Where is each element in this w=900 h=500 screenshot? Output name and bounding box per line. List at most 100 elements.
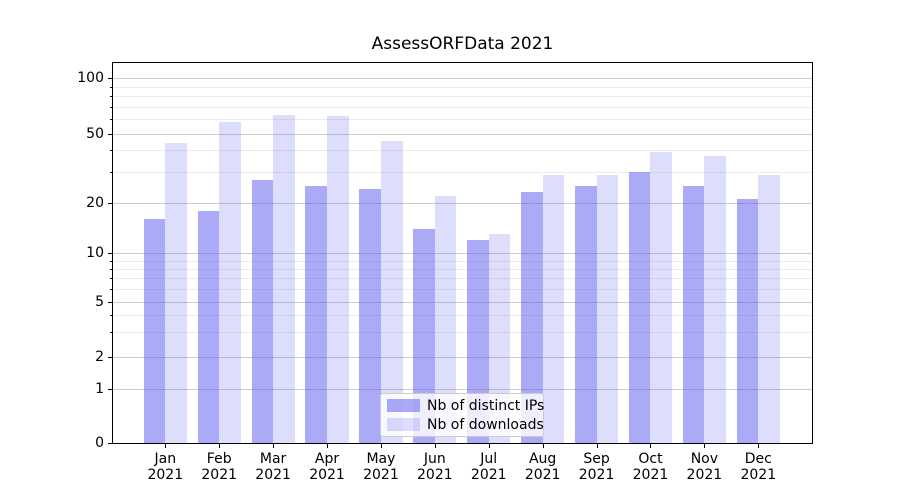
legend: Nb of distinct IPs Nb of downloads bbox=[380, 393, 544, 437]
y-minor-tick-mark bbox=[110, 172, 112, 174]
gridline-major bbox=[113, 253, 812, 255]
x-tick-mark bbox=[488, 444, 490, 448]
plot-area: Nb of distinct IPs Nb of downloads bbox=[112, 62, 813, 444]
bar-downloads bbox=[704, 156, 726, 443]
x-tick-label: Aug 2021 bbox=[524, 451, 561, 483]
gridline-minor bbox=[113, 260, 812, 262]
bar-downloads bbox=[165, 143, 187, 443]
y-minor-tick-mark bbox=[110, 288, 112, 290]
bar-distinct-ips bbox=[574, 186, 597, 443]
x-tick-mark bbox=[327, 444, 329, 448]
y-tick-mark bbox=[108, 78, 112, 80]
gridline-minor bbox=[113, 86, 812, 88]
gridline-major bbox=[113, 78, 812, 80]
y-minor-tick-mark bbox=[110, 106, 112, 108]
bar-downloads bbox=[327, 116, 349, 443]
gridline-minor bbox=[113, 172, 812, 174]
y-tick-label: 0 bbox=[95, 434, 104, 451]
legend-label-downloads: Nb of downloads bbox=[427, 416, 544, 433]
y-minor-tick-mark bbox=[110, 96, 112, 98]
y-tick-mark bbox=[108, 253, 112, 255]
y-tick-mark bbox=[108, 389, 112, 391]
gridline-major bbox=[113, 356, 812, 358]
y-minor-tick-mark bbox=[110, 118, 112, 120]
x-tick-label: Jan 2021 bbox=[147, 451, 184, 483]
bar-downloads bbox=[273, 115, 295, 443]
x-tick-label: May 2021 bbox=[363, 451, 399, 483]
y-tick-mark bbox=[108, 442, 112, 444]
x-tick-mark bbox=[219, 444, 221, 448]
y-tick-label: 10 bbox=[86, 245, 104, 262]
y-tick-label: 100 bbox=[77, 70, 104, 87]
gridline-major bbox=[113, 389, 812, 391]
y-tick-label: 20 bbox=[86, 195, 104, 211]
x-tick-mark bbox=[542, 444, 544, 448]
bar-distinct-ips bbox=[143, 219, 166, 443]
y-tick-label: 2 bbox=[95, 348, 104, 365]
x-tick-mark bbox=[650, 444, 652, 448]
x-tick-label: Sep 2021 bbox=[578, 451, 615, 483]
x-tick-mark bbox=[165, 444, 167, 448]
bar-downloads bbox=[434, 195, 457, 443]
gridline-minor bbox=[113, 332, 812, 334]
legend-swatch-distinct-ips-icon bbox=[387, 399, 420, 412]
x-tick-label: Dec 2021 bbox=[740, 451, 777, 483]
gridline-major bbox=[113, 203, 812, 204]
y-tick-label: 5 bbox=[95, 293, 104, 310]
x-tick-label: Feb 2021 bbox=[201, 451, 238, 483]
y-tick-label: 50 bbox=[86, 125, 104, 142]
bar-downloads bbox=[542, 174, 565, 443]
bar-downloads bbox=[650, 152, 673, 443]
y-minor-tick-mark bbox=[110, 268, 112, 270]
gridline-minor bbox=[113, 288, 812, 290]
bar-distinct-ips bbox=[305, 186, 328, 443]
y-tick-mark bbox=[108, 301, 112, 303]
gridline-minor bbox=[113, 106, 812, 108]
y-minor-tick-mark bbox=[110, 315, 112, 317]
gridline-major bbox=[113, 301, 812, 303]
y-tick-mark bbox=[108, 133, 112, 135]
y-tick-mark bbox=[108, 356, 112, 358]
x-tick-label: Apr 2021 bbox=[309, 451, 345, 483]
gridline-minor bbox=[113, 268, 812, 270]
chart-title: AssessORFData 2021 bbox=[371, 34, 554, 54]
x-tick-mark bbox=[273, 444, 275, 448]
legend-item-downloads: Nb of downloads bbox=[387, 417, 544, 433]
y-minor-tick-mark bbox=[110, 260, 112, 262]
bar-downloads bbox=[380, 141, 403, 443]
x-tick-label: Oct 2021 bbox=[632, 451, 669, 483]
y-tick-label: 1 bbox=[95, 381, 104, 398]
bar-distinct-ips bbox=[736, 199, 759, 443]
x-tick-mark bbox=[434, 444, 436, 448]
x-tick-mark bbox=[704, 444, 706, 448]
x-tick-label: Nov 2021 bbox=[686, 451, 723, 483]
gridline-minor bbox=[113, 150, 812, 152]
gridline-minor bbox=[113, 315, 812, 317]
bar-downloads bbox=[758, 174, 780, 443]
bar-downloads bbox=[488, 234, 511, 443]
y-minor-tick-mark bbox=[110, 86, 112, 88]
x-tick-mark bbox=[758, 444, 760, 448]
bar-distinct-ips bbox=[197, 210, 220, 443]
bar-distinct-ips bbox=[359, 189, 381, 443]
bar-downloads bbox=[596, 174, 619, 443]
x-tick-mark bbox=[596, 444, 598, 448]
bar-downloads bbox=[219, 121, 241, 443]
bar-distinct-ips bbox=[467, 240, 489, 443]
x-tick-label: Jul 2021 bbox=[470, 451, 507, 483]
legend-label-distinct-ips: Nb of distinct IPs bbox=[427, 397, 545, 414]
bar-distinct-ips bbox=[682, 186, 705, 443]
y-minor-tick-mark bbox=[110, 332, 112, 334]
y-minor-tick-mark bbox=[110, 278, 112, 280]
gridline-minor bbox=[113, 96, 812, 98]
gridline-major bbox=[113, 133, 812, 135]
legend-item-distinct-ips: Nb of distinct IPs bbox=[387, 398, 544, 414]
x-tick-mark bbox=[380, 444, 382, 448]
bar-distinct-ips bbox=[628, 172, 651, 443]
y-minor-tick-mark bbox=[110, 150, 112, 152]
y-tick-mark bbox=[108, 203, 112, 204]
x-tick-label: Jun 2021 bbox=[417, 451, 453, 483]
gridline-minor bbox=[113, 278, 812, 280]
bar-distinct-ips bbox=[413, 228, 435, 443]
